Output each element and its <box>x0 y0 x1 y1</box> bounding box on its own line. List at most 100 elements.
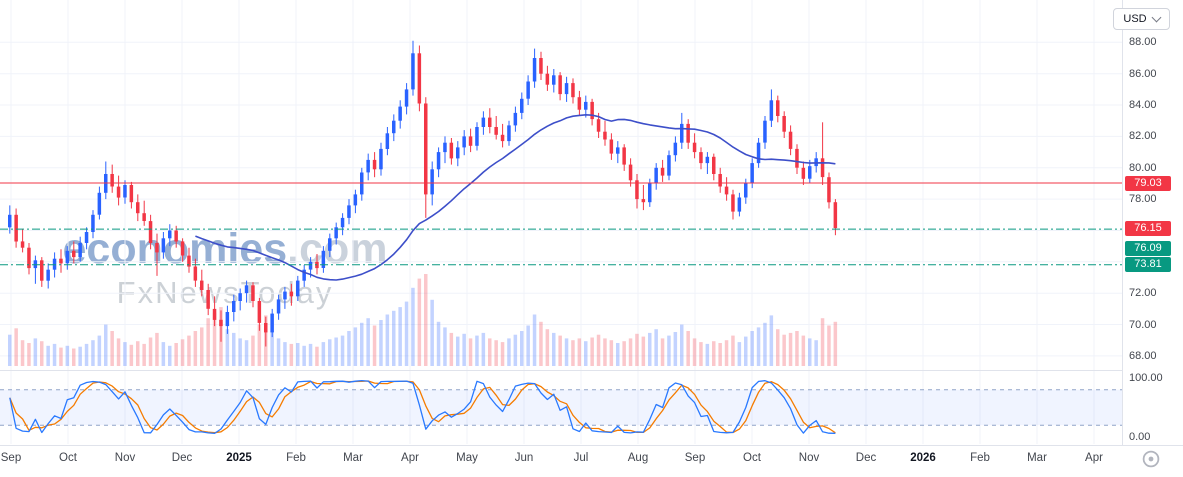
candle-body <box>379 148 383 170</box>
volume-bar <box>174 343 178 366</box>
candle-body <box>46 269 50 281</box>
candle-body <box>737 197 742 212</box>
volume-bar <box>347 331 351 366</box>
attribution-logo-icon[interactable] <box>1141 449 1161 469</box>
candle-body <box>456 147 460 159</box>
volume-bar <box>718 343 722 366</box>
volume-bar <box>136 341 140 366</box>
volume-bar <box>251 335 255 366</box>
chart-canvas[interactable] <box>0 0 1122 445</box>
candle-body <box>590 101 594 120</box>
candle-body <box>174 230 178 242</box>
candle-body <box>366 159 370 173</box>
candle-body <box>353 194 358 206</box>
volume-bar <box>193 331 198 366</box>
volume-bar <box>289 343 294 366</box>
volume-bar <box>296 343 300 366</box>
volume-bar <box>654 329 658 366</box>
oscillator-band <box>0 389 1122 426</box>
candle-body <box>244 285 249 294</box>
volume-bar <box>616 343 620 366</box>
time-axis-label: Nov <box>798 452 820 464</box>
candle-body <box>526 81 530 99</box>
volume-bar <box>334 337 338 366</box>
volume-bar <box>699 342 703 366</box>
candle-body <box>635 180 639 200</box>
price-tick-label: 84.00 <box>1129 99 1157 111</box>
time-axis-label: Dec <box>855 452 877 464</box>
gridlines <box>0 0 1122 444</box>
volume-bar <box>385 314 390 366</box>
candle-body <box>398 106 402 121</box>
volume-bar <box>321 342 326 366</box>
volume-bar <box>827 325 831 366</box>
volume-bar <box>302 345 306 366</box>
candle-body <box>276 299 281 314</box>
candle-body <box>686 123 690 143</box>
volume-bar <box>155 332 159 366</box>
candle-body <box>116 186 121 198</box>
candle-body <box>161 238 166 253</box>
volume-bar <box>200 327 204 366</box>
volume-bar <box>270 331 274 366</box>
candle-body <box>52 258 57 270</box>
candle-body <box>692 142 697 153</box>
candle-body <box>443 142 447 153</box>
candle-body <box>507 125 511 142</box>
candle-body <box>494 127 498 135</box>
candle-body <box>257 301 262 323</box>
candle-body <box>212 308 217 320</box>
volume-bar <box>667 335 671 366</box>
candle-body <box>14 214 18 242</box>
volume-bar <box>91 340 95 366</box>
candle-body <box>571 83 575 98</box>
volume-bar <box>526 325 530 366</box>
volume-bar <box>680 324 684 366</box>
candle-body <box>238 293 242 301</box>
indicator-tick-label: 100.00 <box>1129 372 1163 384</box>
candle-body <box>302 269 306 281</box>
volume-bar <box>494 340 498 366</box>
time-axis-label: Mar <box>343 452 363 464</box>
candle-body <box>20 241 25 248</box>
candle-body <box>270 313 274 333</box>
candle-body <box>404 89 409 107</box>
candle-body <box>187 255 191 267</box>
price-tick-label: 88.00 <box>1129 36 1157 49</box>
volume-bar <box>788 332 793 366</box>
volume-bar <box>187 335 191 366</box>
volume-bar <box>603 338 607 366</box>
volume-bar <box>475 335 479 366</box>
volume-bar <box>795 331 799 366</box>
volume-bar <box>366 318 370 366</box>
volume-bar <box>539 321 543 366</box>
candle-body <box>430 169 434 195</box>
volume-bar <box>276 338 281 366</box>
candle-body <box>513 112 518 126</box>
candle-body <box>532 58 537 82</box>
volume-bar <box>212 312 217 366</box>
volume-bar <box>257 324 262 366</box>
volume-bar <box>481 332 486 366</box>
candle-body <box>641 199 646 203</box>
candle-body <box>308 261 313 270</box>
volume-bar <box>776 329 780 366</box>
price-axis[interactable]: 88.00 86.00 84.00 82.00 80.00 78.00 72.00 70.00… <box>1122 0 1183 445</box>
price-level-badge: 76.09 <box>1125 240 1171 256</box>
volume-bar <box>468 338 473 366</box>
candle-body <box>488 117 492 127</box>
candle-body <box>577 97 582 110</box>
volume-bar <box>737 342 742 366</box>
time-axis[interactable]: Sep Oct Nov Dec 2025 Feb Mar Apr May Jun Jul Aug Sep… <box>0 445 1183 477</box>
candle-body <box>142 213 146 221</box>
candle-body <box>801 167 806 179</box>
currency-selector[interactable]: USD <box>1113 8 1170 30</box>
volume-bar <box>417 278 422 366</box>
volume-bar <box>833 321 838 366</box>
time-axis-year-label: 2025 <box>226 452 252 464</box>
candle-body <box>283 291 287 300</box>
candle-body <box>78 243 82 258</box>
volume-bar <box>404 301 409 366</box>
chevron-down-icon <box>1151 12 1162 23</box>
candle-body <box>756 142 761 164</box>
